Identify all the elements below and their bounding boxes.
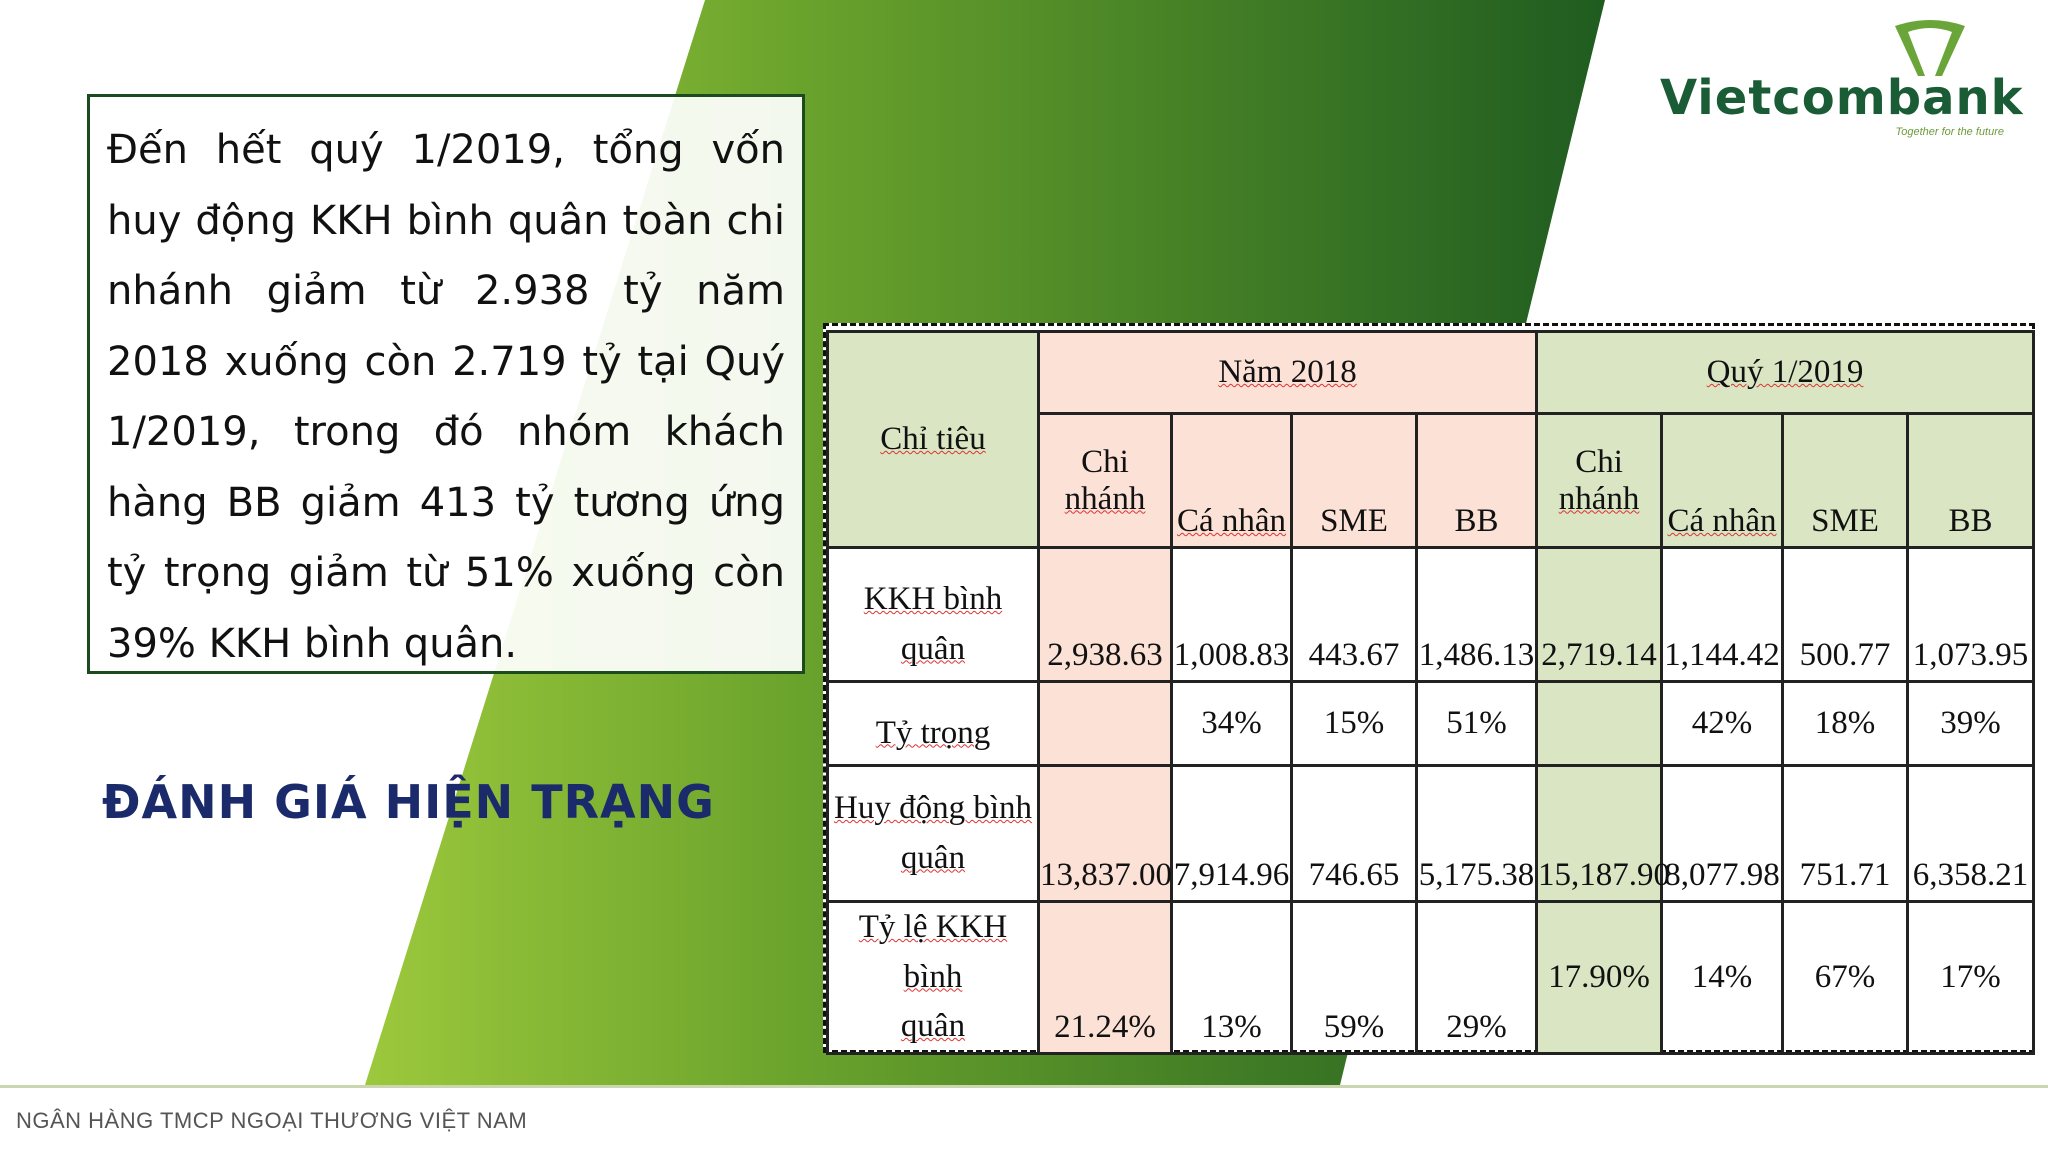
funding-table: Chỉ tiêu Năm 2018 Quý 1/2019 Chi nhánh Cá… <box>826 330 2036 1055</box>
table-cell: 6,358.21 <box>1906 764 2036 903</box>
table-cell: 2,938.63 <box>1037 546 1173 683</box>
table-cell: 18% <box>1781 680 1910 767</box>
table-cell <box>1535 680 1664 767</box>
table-cell: 5,175.38 <box>1414 764 1539 903</box>
table-cell: 1,073.95 <box>1906 546 2036 683</box>
table-cell: 13% <box>1170 900 1293 1055</box>
subheader-2019-individual: Cá nhân <box>1660 412 1785 549</box>
summary-paragraph: Đến hết quý 1/2019, tổng vốn huy động KK… <box>107 127 785 667</box>
subheader-2018-branch: Chi nhánh <box>1037 412 1173 549</box>
table-cell: 1,008.83 <box>1170 546 1293 683</box>
footer-divider <box>0 1085 2048 1088</box>
table-cell: 29% <box>1414 900 1539 1055</box>
table-cell: 751.71 <box>1781 764 1910 903</box>
table-cell: 1,144.42 <box>1660 546 1785 683</box>
summary-text-box: Đến hết quý 1/2019, tổng vốn huy động KK… <box>87 94 805 674</box>
table-cell: 500.77 <box>1781 546 1910 683</box>
subheader-2019-bb: BB <box>1906 412 2036 549</box>
subheader-2018-sme: SME <box>1290 412 1418 549</box>
table-cell: 14% <box>1660 900 1785 1055</box>
logo-tagline: Together for the future <box>1895 126 2004 138</box>
table-cell: 67% <box>1781 900 1910 1055</box>
table-corner-header: Chỉ tiêu <box>826 330 1040 549</box>
subheader-2018-bb: BB <box>1414 412 1539 549</box>
row-label-kkh: KKH bình quân <box>826 546 1040 683</box>
row-label-kkh-ratio: Tỷ lệ KKH bình quân <box>826 900 1040 1055</box>
table-cell: 15,187.90 <box>1535 764 1670 903</box>
table-cell: 34% <box>1170 680 1293 767</box>
table-cell: 2,719.14 <box>1535 546 1664 683</box>
row-label-total-funding: Huy động bình quân <box>826 764 1040 903</box>
table-cell: 443.67 <box>1290 546 1418 683</box>
table-cell: 21.24% <box>1037 900 1173 1055</box>
table-cell: 1,486.13 <box>1414 546 1539 683</box>
logo-emblem-icon <box>1895 20 1965 76</box>
table-cell: 51% <box>1414 680 1539 767</box>
table-cell: 17% <box>1906 900 2036 1055</box>
table-cell: 746.65 <box>1290 764 1418 903</box>
table-cell: 15% <box>1290 680 1418 767</box>
subheader-2019-branch: Chi nhánh <box>1535 412 1664 549</box>
table-cell: 39% <box>1906 680 2036 767</box>
table-row: Tỷ trọng 34% 15% 51% 42% 18% 39% <box>826 680 2036 767</box>
table-cell: 59% <box>1290 900 1418 1055</box>
table-cell: 7,914.96 <box>1170 764 1293 903</box>
table-cell: 17.90% <box>1535 900 1664 1055</box>
table-row: Huy động bình quân 13,837.00 7,914.96 746… <box>826 764 2036 903</box>
table-cell <box>1037 680 1173 767</box>
subheader-2019-sme: SME <box>1781 412 1910 549</box>
table-row: KKH bình quân 2,938.63 1,008.83 443.67 1… <box>826 546 2036 683</box>
subheader-2018-individual: Cá nhân <box>1170 412 1293 549</box>
vietcombank-logo: Vietcombank Together for the future <box>1650 18 2023 143</box>
logo-wordmark: Vietcombank <box>1660 70 2024 126</box>
table-cell: 8,077.98 <box>1660 764 1785 903</box>
table-cell: 13,837.00 <box>1037 764 1173 903</box>
section-heading: ĐÁNH GIÁ HIỆN TRẠNG <box>102 775 715 829</box>
row-label-share: Tỷ trọng <box>826 680 1040 767</box>
table-row: Tỷ lệ KKH bình quân 21.24% 13% 59% 29% 17… <box>826 900 2036 1055</box>
group-header-2018: Năm 2018 <box>1036 330 1539 415</box>
table-cell: 42% <box>1660 680 1785 767</box>
footer-bank-name: NGÂN HÀNG TMCP NGOẠI THƯƠNG VIỆT NAM <box>16 1108 528 1133</box>
group-header-2019: Quý 1/2019 <box>1535 330 2036 415</box>
